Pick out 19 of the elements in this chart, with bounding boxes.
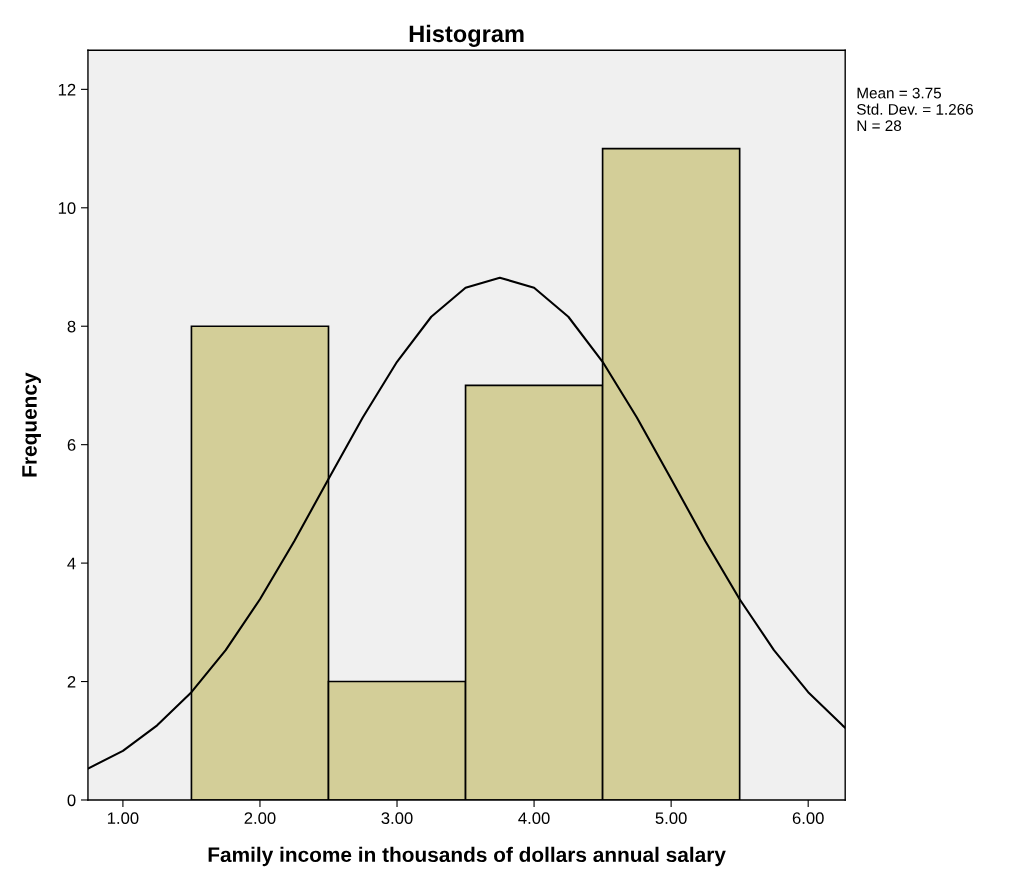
x-tick-label: 6.00 — [792, 812, 824, 825]
y-tick-label: 12 — [58, 83, 76, 96]
y-axis-title: Frequency — [22, 372, 41, 477]
y-tick-label: 8 — [67, 320, 76, 333]
text: N = 28 — [857, 120, 902, 132]
y-tick-label: 2 — [67, 675, 76, 688]
y-tick-label: 6 — [67, 439, 76, 451]
x-axis-title: Family income in thousands of dollars annual salary — [208, 846, 726, 867]
x-tick-label: 5.00 — [655, 812, 687, 825]
chart-title: Histogram — [409, 24, 524, 47]
x-tick-label: 3.00 — [381, 812, 413, 825]
y-tick-label: 10 — [58, 202, 76, 214]
x-tick-label: 1.00 — [107, 812, 139, 825]
text: Mean = 3.75 — [857, 87, 942, 99]
text: Std. Dev. = 1.266 — [857, 103, 973, 115]
x-tick-label: 2.00 — [244, 812, 276, 825]
y-tick-label: 4 — [67, 557, 76, 570]
y-tick-label: 0 — [67, 794, 76, 807]
x-tick-label: 4.00 — [518, 812, 550, 825]
